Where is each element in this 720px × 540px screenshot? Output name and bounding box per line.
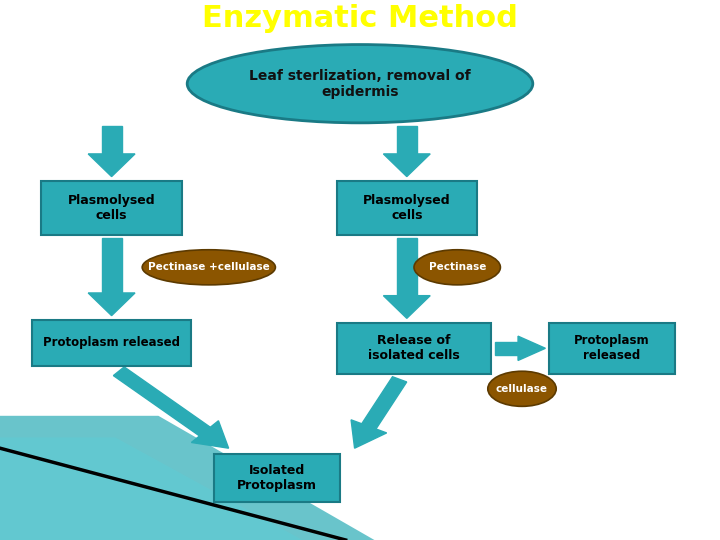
Polygon shape	[383, 296, 430, 319]
Polygon shape	[0, 416, 374, 540]
Polygon shape	[351, 420, 387, 448]
Polygon shape	[0, 437, 302, 540]
Ellipse shape	[142, 249, 275, 285]
Polygon shape	[102, 238, 122, 293]
Polygon shape	[361, 377, 407, 429]
Text: Pectinase: Pectinase	[428, 262, 486, 272]
Ellipse shape	[187, 45, 533, 123]
Text: Plasmolysed
cells: Plasmolysed cells	[363, 194, 451, 222]
Ellipse shape	[488, 372, 557, 406]
Polygon shape	[192, 421, 229, 448]
Polygon shape	[89, 154, 135, 177]
Text: Plasmolysed
cells: Plasmolysed cells	[68, 194, 156, 222]
Polygon shape	[336, 181, 477, 235]
Text: cellulase: cellulase	[496, 384, 548, 394]
Text: Leaf sterlization, removal of
epidermis: Leaf sterlization, removal of epidermis	[249, 69, 471, 99]
Polygon shape	[383, 154, 430, 177]
Polygon shape	[518, 336, 546, 361]
Ellipse shape	[414, 249, 500, 285]
Text: Pectinase +cellulase: Pectinase +cellulase	[148, 262, 270, 272]
Polygon shape	[113, 367, 210, 436]
Polygon shape	[495, 342, 518, 355]
Polygon shape	[549, 322, 675, 374]
Text: Protoplasm
released: Protoplasm released	[574, 334, 650, 362]
Text: Isolated
Protoplasm: Isolated Protoplasm	[237, 464, 318, 492]
Polygon shape	[32, 320, 191, 366]
Polygon shape	[102, 126, 122, 154]
Polygon shape	[336, 322, 491, 374]
Polygon shape	[397, 126, 417, 154]
Polygon shape	[42, 181, 181, 235]
Polygon shape	[89, 293, 135, 315]
Polygon shape	[397, 238, 417, 296]
Polygon shape	[215, 454, 341, 502]
Text: Release of
isolated cells: Release of isolated cells	[368, 334, 460, 362]
Text: Enzymatic Method: Enzymatic Method	[202, 4, 518, 33]
Text: Protoplasm released: Protoplasm released	[43, 336, 180, 349]
